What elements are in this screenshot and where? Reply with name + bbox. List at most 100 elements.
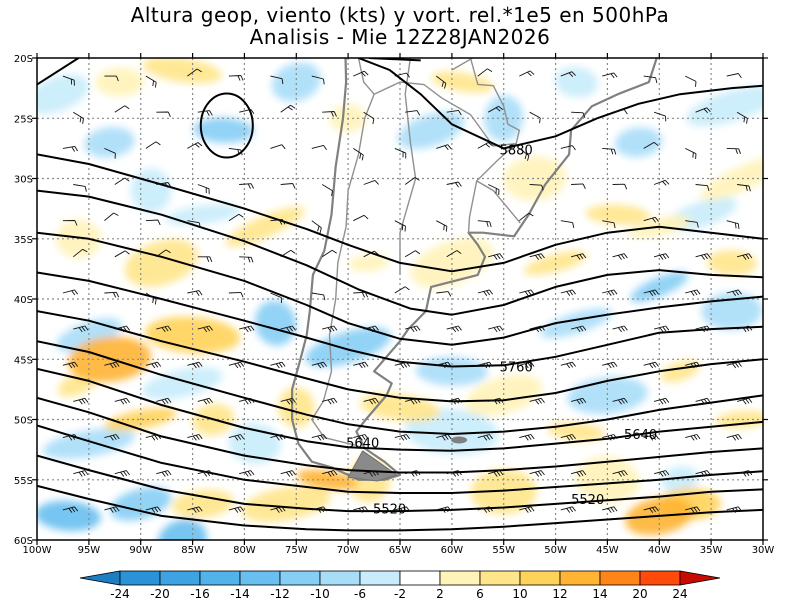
wind-barb [519, 434, 535, 441]
wind-barb [156, 397, 172, 405]
vorticity-patch [37, 74, 89, 114]
wind-barb [570, 325, 587, 333]
wind-barb [280, 470, 296, 477]
wind-barb [570, 253, 587, 260]
colorbar-swatch [359, 570, 401, 586]
wind-barb [685, 75, 697, 87]
vorticity-patch [144, 316, 241, 354]
wind-barb [405, 470, 421, 477]
height-contour [358, 58, 763, 150]
wind-barb [104, 75, 119, 82]
cutoff-low-contour [199, 92, 254, 159]
wind-barb [529, 470, 545, 477]
wind-barb [353, 361, 369, 369]
vorticity-patch [305, 327, 391, 367]
wind-barb [104, 212, 119, 222]
colorbar-swatch [239, 570, 281, 586]
wind-barb [602, 289, 618, 296]
vorticity-patch [431, 71, 493, 93]
wind-barb [612, 109, 628, 115]
wind-barb [62, 289, 79, 296]
colorbar-swatch [199, 570, 241, 586]
title-line-1: Altura geop, viento (kts) y vort. rel.*1… [130, 3, 670, 27]
wind-barb [488, 253, 504, 260]
geopotential-contours [37, 58, 763, 532]
wind-barb [73, 470, 89, 477]
wind-barb [197, 470, 213, 477]
vorticity-patch [360, 393, 440, 422]
longitude-label: 90W [129, 545, 152, 556]
latitude-label: 40S [14, 295, 33, 306]
wind-barb [394, 147, 407, 159]
wind-barb [477, 220, 492, 228]
colorbar-swatch [119, 570, 161, 586]
wind-barb [311, 220, 322, 234]
wind-barb [695, 470, 711, 477]
wind-barb [394, 506, 410, 513]
wind-barb [62, 145, 78, 152]
longitude-label: 75W [285, 545, 308, 556]
height-contour [37, 340, 763, 435]
wind-barb [726, 434, 742, 441]
wind-barb [405, 110, 421, 116]
longitude-label: 45W [596, 545, 619, 556]
colorbar-swatch [279, 570, 321, 586]
wind-barb [685, 220, 699, 228]
wind-barb [405, 325, 421, 333]
vorticity-patch [661, 466, 699, 494]
wind-barb [612, 325, 628, 333]
height-contour [37, 424, 763, 494]
colorbar-tick-label: -14 [230, 587, 250, 600]
wind-barb [519, 70, 535, 77]
wind-barb [104, 361, 120, 369]
wind-barb [736, 470, 753, 477]
contour-labels: 5880 5760 5640 5640 5520 5520 [346, 144, 657, 518]
wind-barb [519, 148, 530, 161]
wind-barb [726, 361, 742, 369]
wind-barb [695, 325, 711, 333]
contour-label: 5520 [373, 503, 406, 518]
wind-barb [477, 506, 493, 513]
wind-barb [519, 361, 535, 369]
map-title: Altura geop, viento (kts) y vort. rel.*1… [0, 4, 800, 48]
wind-barb [311, 506, 328, 513]
wind-barb [145, 506, 162, 513]
wind-barb [353, 70, 369, 77]
wind-barb [311, 434, 328, 441]
axis-ticks [32, 53, 768, 545]
wind-barb [104, 434, 120, 441]
wind-barb [643, 216, 659, 223]
wind-barb [653, 253, 670, 260]
wind-barb [270, 144, 286, 150]
wind-barb [685, 147, 697, 160]
lat-lon-grid [37, 58, 763, 540]
wind-barb [726, 289, 742, 296]
wind-barb [394, 286, 410, 294]
wind-barb [114, 397, 130, 405]
wind-barb [73, 184, 87, 192]
wind-barb [322, 470, 338, 477]
wind-barb [519, 289, 535, 296]
colorbar-tick-label: -6 [354, 587, 366, 600]
wind-barb [436, 75, 447, 89]
wind-barb [145, 292, 157, 305]
latitude-label: 30S [14, 175, 33, 186]
country-border [399, 58, 417, 275]
wind-barb [571, 183, 586, 189]
wind-barb [560, 289, 576, 296]
contour-label: 5760 [500, 361, 533, 376]
wind-barb [446, 181, 462, 188]
height-contour [37, 231, 763, 346]
wind-barb [197, 256, 213, 262]
wind-barb [156, 249, 171, 258]
longitude-label: 35W [700, 545, 723, 556]
wind-barb [488, 397, 504, 405]
wind-barb [363, 470, 379, 477]
wind-barb [436, 434, 452, 441]
colorbar-swatch [399, 570, 441, 586]
wind-barb [726, 506, 742, 513]
longitude-label: 80W [233, 545, 256, 556]
vorticity-patch [95, 67, 145, 97]
wind-barb [145, 141, 161, 149]
wind-barb [73, 111, 84, 124]
